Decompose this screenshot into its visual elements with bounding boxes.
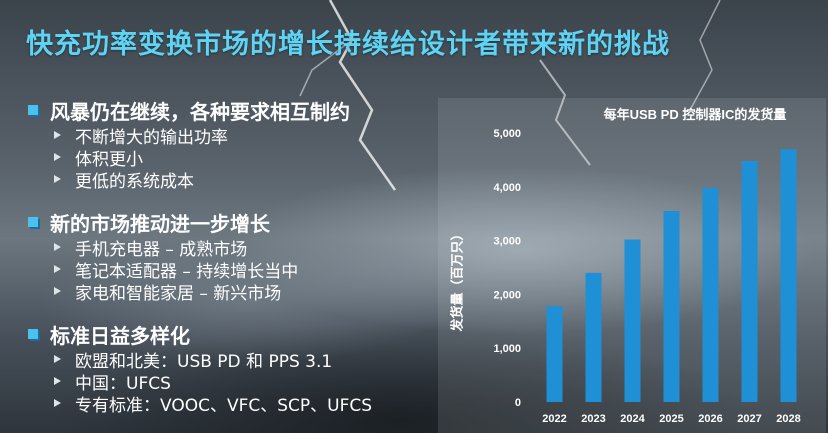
arrow-bullet-icon: [54, 265, 61, 273]
bar-2024: [624, 239, 641, 402]
y-tick-label: 0: [515, 397, 521, 409]
x-tick-label: 2026: [698, 413, 722, 425]
arrow-bullet-icon: [54, 243, 61, 251]
bullet-item: 体积更小: [54, 146, 448, 170]
bullet-heading: 标准日益多样化: [28, 320, 448, 348]
x-tick-label: 2027: [737, 413, 761, 425]
arrow-bullet-icon: [54, 175, 61, 183]
arrow-bullet-icon: [54, 377, 61, 385]
bar-2028: [780, 149, 797, 402]
bullet-list: 风暴仍在继续，各种要求相互制约 不断增大的输出功率 体积更小 更低的系统成本 新…: [28, 96, 448, 432]
arrow-bullet-icon: [54, 399, 61, 407]
bullet-heading: 风暴仍在继续，各种要求相互制约: [28, 96, 448, 124]
bullet-item: 更低的系统成本: [54, 168, 448, 192]
arrow-bullet-icon: [54, 131, 61, 139]
square-bullet-icon: [28, 329, 38, 339]
bullet-item: 中国：UFCS: [54, 370, 448, 394]
x-tick-label: 2024: [620, 413, 645, 425]
bar-2026: [702, 187, 719, 402]
slide-title: 快充功率变换市场的增长持续给设计者带来新的挑战: [26, 29, 670, 60]
bullet-item: 家电和智能家居 – 新兴市场: [54, 280, 448, 304]
x-tick-label: 2028: [776, 413, 800, 425]
bar-2027: [741, 160, 758, 402]
square-bullet-icon: [28, 105, 38, 115]
arrow-bullet-icon: [54, 287, 61, 295]
bullet-group: 标准日益多样化 欧盟和北美：USB PD 和 PPS 3.1 中国：UFCS 专…: [28, 320, 448, 416]
bar-2022: [546, 306, 563, 402]
y-tick-label: 3,000: [493, 236, 521, 248]
x-tick-label: 2023: [581, 413, 605, 425]
bullet-group: 风暴仍在继续，各种要求相互制约 不断增大的输出功率 体积更小 更低的系统成本: [28, 96, 448, 192]
arrow-bullet-icon: [54, 355, 61, 363]
y-tick-label: 1,000: [493, 343, 521, 355]
y-tick-label: 4,000: [493, 182, 521, 194]
bullet-item: 不断增大的输出功率: [54, 124, 448, 148]
bullet-item: 欧盟和北美：USB PD 和 PPS 3.1: [54, 348, 448, 372]
chart-title: 每年USB PD 控制器IC的发货量: [603, 107, 787, 122]
bullet-group: 新的市场推动进一步增长 手机充电器 – 成熟市场 笔记本适配器 – 持续增长当中…: [28, 208, 448, 304]
bullet-item: 手机充电器 – 成熟市场: [54, 236, 448, 260]
y-tick-label: 2,000: [493, 289, 521, 301]
x-tick-label: 2025: [659, 413, 683, 425]
bar-2023: [585, 272, 602, 402]
bar-2025: [663, 211, 680, 402]
bullet-item: 专有标准：VOOC、VFC、SCP、UFCS: [54, 392, 448, 416]
arrow-bullet-icon: [54, 153, 61, 161]
bullet-heading: 新的市场推动进一步增长: [28, 208, 448, 236]
square-bullet-icon: [28, 217, 38, 227]
x-tick-label: 2022: [542, 413, 566, 425]
y-tick-label: 5,000: [493, 128, 521, 140]
bullet-item: 笔记本适配器 – 持续增长当中: [54, 258, 448, 282]
